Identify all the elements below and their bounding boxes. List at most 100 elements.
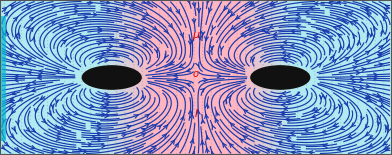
Point [225,29,232,32]
Point [122,94,128,97]
FancyArrowPatch shape [98,29,102,33]
Point [53,94,59,97]
Point [62,149,68,151]
FancyArrowPatch shape [283,40,287,44]
Point [286,77,292,80]
Point [18,77,25,80]
Point [243,60,249,62]
Point [96,22,102,25]
Point [122,84,128,86]
Point [18,40,25,42]
Point [225,111,232,114]
Point [225,67,232,69]
Point [148,84,154,86]
Point [234,40,240,42]
Point [36,135,42,137]
Point [269,16,275,18]
Point [10,74,16,76]
Point [44,12,51,15]
Point [156,2,163,4]
Point [269,74,275,76]
Point [372,63,378,66]
Point [122,26,128,28]
Point [286,36,292,39]
Point [243,87,249,90]
Point [320,29,327,32]
Point [87,43,94,45]
Point [303,152,309,155]
Point [27,125,33,127]
FancyArrowPatch shape [330,48,333,53]
Point [363,43,370,45]
Point [294,111,301,114]
Point [294,53,301,56]
FancyArrowPatch shape [10,45,14,49]
Point [277,26,283,28]
Point [62,9,68,11]
Point [87,53,94,56]
Point [338,40,344,42]
Point [139,12,145,15]
Point [372,118,378,120]
Point [303,53,309,56]
Point [18,29,25,32]
Point [131,16,137,18]
Point [62,74,68,76]
Point [105,87,111,90]
Point [303,40,309,42]
Point [208,40,214,42]
Point [36,57,42,59]
Point [338,121,344,124]
Point [96,16,102,18]
Point [182,36,189,39]
FancyArrowPatch shape [26,26,30,31]
Point [165,135,171,137]
Point [36,138,42,141]
Point [87,74,94,76]
Point [200,87,206,90]
Point [217,22,223,25]
FancyArrowPatch shape [386,147,390,151]
Point [131,115,137,117]
Point [18,22,25,25]
Point [329,80,335,83]
Point [1,40,7,42]
Point [200,67,206,69]
Point [294,26,301,28]
Point [122,22,128,25]
Point [329,152,335,155]
Point [260,149,266,151]
Point [286,101,292,103]
Point [44,22,51,25]
Point [294,80,301,83]
FancyArrowPatch shape [283,7,287,10]
Point [260,63,266,66]
FancyArrowPatch shape [89,1,93,4]
Point [156,91,163,93]
Point [225,70,232,73]
Point [381,40,387,42]
Point [122,70,128,73]
Point [27,77,33,80]
Point [122,91,128,93]
Point [217,152,223,155]
FancyArrowPatch shape [26,128,30,132]
Point [53,60,59,62]
Point [381,152,387,155]
FancyArrowPatch shape [162,134,167,138]
Point [174,91,180,93]
Point [165,108,171,110]
FancyArrowPatch shape [277,122,280,126]
FancyArrowPatch shape [31,128,35,132]
Point [174,53,180,56]
Point [208,5,214,8]
Point [36,94,42,97]
Point [182,138,189,141]
FancyArrowPatch shape [97,132,101,135]
Point [363,101,370,103]
Point [225,101,232,103]
Point [148,19,154,22]
Point [182,145,189,148]
Point [286,135,292,137]
Point [355,77,361,80]
